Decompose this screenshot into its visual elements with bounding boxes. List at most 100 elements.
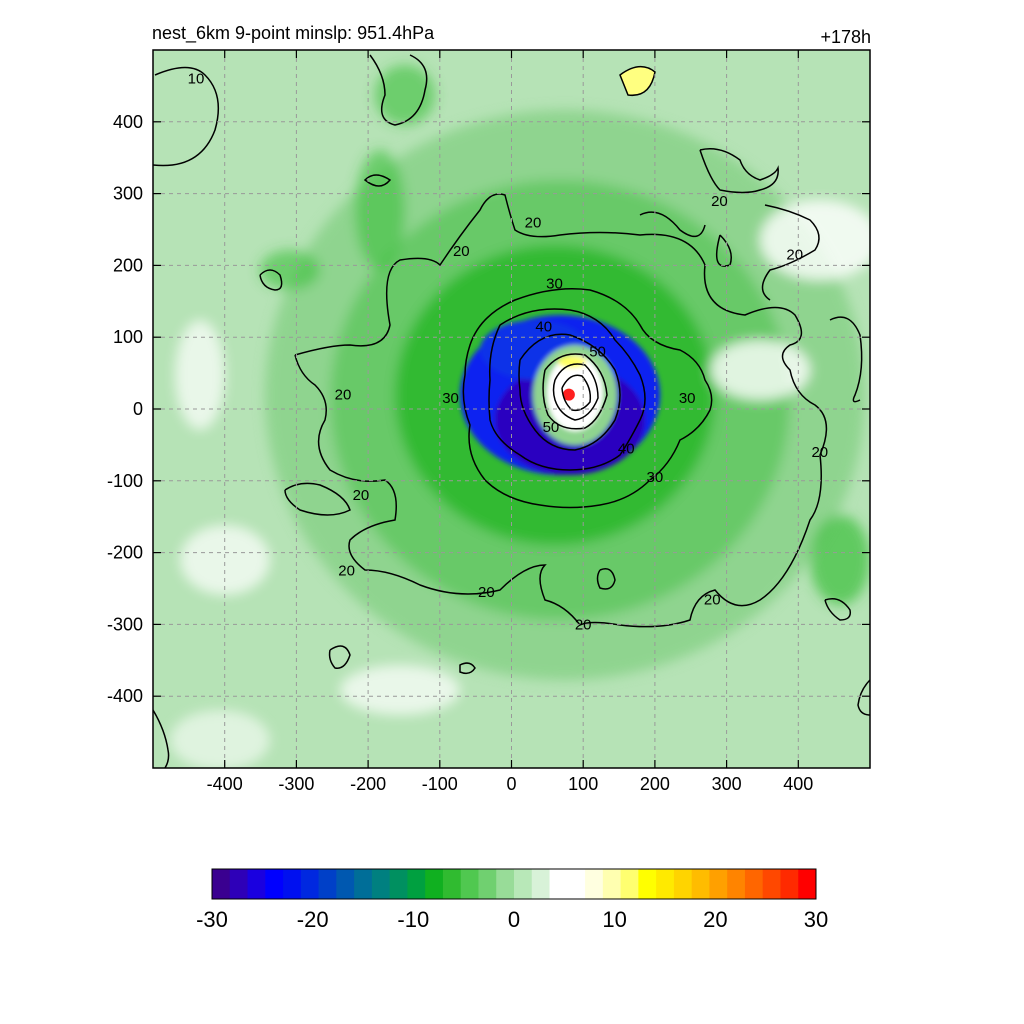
colorbar: -30 -20 -10 0 10 20 30: [196, 868, 828, 932]
svg-text:20: 20: [525, 214, 542, 231]
svg-text:30: 30: [647, 469, 664, 486]
x-tick-label-2: -200: [350, 774, 386, 794]
storm-center-marker: [562, 388, 575, 401]
y-tick-label-2: 200: [113, 255, 143, 275]
contour-label-6: 20: [338, 563, 355, 580]
contour-label-13: 30: [679, 390, 696, 407]
contour-label-14: 30: [647, 469, 664, 486]
contour-label-11: 30: [546, 275, 563, 292]
colorbar-swatch-5: [300, 869, 320, 899]
x-tick-label-6: 200: [640, 774, 670, 794]
contour-label-16: 40: [618, 440, 635, 457]
colorbar-tick-label-3: 0: [508, 907, 520, 932]
colorbar-swatch-25: [656, 869, 675, 899]
svg-text:30: 30: [442, 390, 459, 407]
svg-text:30: 30: [679, 390, 696, 407]
x-tick-label-7: 300: [712, 774, 742, 794]
colorbar-swatch-14: [460, 869, 479, 899]
contour-label-4: 20: [353, 487, 370, 504]
colorbar-swatch-6: [318, 869, 337, 899]
colorbar-swatch-19: [549, 869, 568, 899]
y-tick-label-7: -300: [107, 614, 143, 634]
colorbar-tick-label-2: -10: [397, 907, 429, 932]
svg-text:40: 40: [535, 318, 552, 335]
svg-text:50: 50: [589, 344, 606, 361]
axis-ticks: -400 -300 -200 -100 0 100 200 300 40040030020010…: [107, 50, 870, 794]
colorbar-swatch-30: [744, 869, 764, 899]
svg-text:20: 20: [786, 247, 803, 264]
colorbar-tick-label-1: -20: [297, 907, 329, 932]
colorbar-swatch-0: [212, 869, 231, 899]
colorbar-swatch-8: [354, 869, 373, 899]
contour-label-9: 20: [704, 591, 721, 608]
x-tick-label-4: 0: [506, 774, 516, 794]
contour-label-15: 40: [535, 318, 552, 335]
colorbar-swatch-23: [620, 869, 639, 899]
svg-text:30: 30: [546, 275, 563, 292]
colorbar-swatch-4: [283, 869, 302, 899]
svg-text:20: 20: [711, 193, 728, 210]
contour-label-12: 30: [442, 390, 459, 407]
x-tick-label-3: -100: [422, 774, 458, 794]
svg-text:20: 20: [478, 584, 495, 601]
y-tick-label-0: 400: [113, 112, 143, 132]
colorbar-swatch-21: [585, 869, 604, 899]
colorbar-swatch-26: [673, 869, 693, 899]
colorbar-swatch-20: [567, 869, 586, 899]
colorbar-swatch-27: [691, 869, 710, 899]
colorbar-swatch-2: [247, 869, 266, 899]
y-tick-label-4: 0: [133, 399, 143, 419]
colorbar-swatch-17: [514, 869, 533, 899]
colorbar-swatch-3: [265, 869, 284, 899]
svg-text:20: 20: [575, 616, 592, 633]
colorbar-swatch-13: [442, 869, 462, 899]
svg-text:20: 20: [811, 444, 828, 461]
chart-title: nest_6km 9-point minslp: 951.4hPa: [152, 23, 435, 44]
contour-label-1: 20: [525, 214, 542, 231]
contour-label-10: 20: [811, 444, 828, 461]
y-tick-label-5: -100: [107, 471, 143, 491]
contour-label-7: 20: [478, 584, 495, 601]
colorbar-swatch-24: [638, 869, 657, 899]
colorbar-tick-label-6: 30: [804, 907, 828, 932]
svg-text:20: 20: [453, 243, 470, 260]
colorbar-swatch-33: [798, 869, 817, 899]
colorbar-swatch-15: [478, 869, 497, 899]
colorbar-swatch-31: [762, 869, 781, 899]
svg-text:40: 40: [618, 440, 635, 457]
colorbar-swatch-18: [531, 869, 551, 899]
colorbar-swatch-9: [371, 869, 391, 899]
colorbar-swatch-29: [727, 869, 746, 899]
colorbar-swatch-16: [496, 869, 515, 899]
svg-text:50: 50: [543, 419, 560, 436]
svg-text:20: 20: [704, 591, 721, 608]
colorbar-swatch-10: [389, 869, 408, 899]
colorbar-frame: [211, 868, 817, 900]
time-label: +178h: [820, 27, 871, 47]
colorbar-swatch-11: [407, 869, 426, 899]
contour-labels: 20 20 20 20 20 20 20 20 20 20 20 30 30 30 30 40 40 50 50 10: [188, 71, 828, 634]
contour-lines: [153, 54, 870, 768]
contour-label-8: 20: [575, 616, 592, 633]
x-tick-label-1: -300: [278, 774, 314, 794]
x-tick-label-5: 100: [568, 774, 598, 794]
y-tick-label-1: 300: [113, 184, 143, 204]
contour-label-5: 20: [335, 387, 352, 404]
colorbar-swatch-7: [336, 869, 355, 899]
contour-label-3: 20: [786, 247, 803, 264]
plot-field: [153, 50, 870, 768]
colorbar-swatch-28: [709, 869, 728, 899]
y-tick-label-3: 100: [113, 327, 143, 347]
svg-text:20: 20: [338, 563, 355, 580]
colorbar-swatch-22: [602, 869, 622, 899]
svg-text:10: 10: [188, 71, 205, 88]
colorbar-swatch-1: [229, 869, 249, 899]
colorbar-swatch-12: [425, 869, 444, 899]
colorbar-tick-label-0: -30: [196, 907, 228, 932]
svg-text:20: 20: [335, 387, 352, 404]
y-tick-label-8: -400: [107, 686, 143, 706]
contour-label-19: 10: [188, 71, 205, 88]
colorbar-tick-label-4: 10: [602, 907, 626, 932]
contour-label-18: 50: [543, 419, 560, 436]
